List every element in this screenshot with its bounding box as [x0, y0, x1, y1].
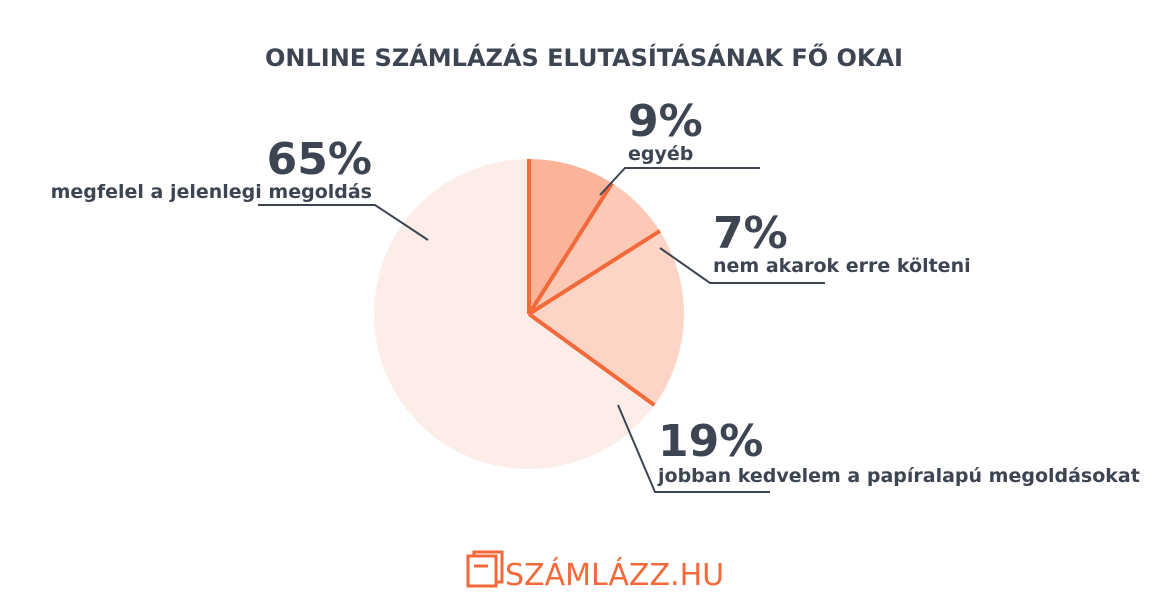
pie-slice: [529, 183, 660, 314]
pie-slice: [529, 159, 613, 314]
leader-line: [599, 167, 760, 196]
slice-separator: [527, 182, 614, 316]
value-label: 65%: [267, 134, 372, 185]
category-label: nem akarok erre költeni: [713, 255, 971, 277]
value-label: 7%: [713, 208, 788, 259]
value-label: 9%: [628, 96, 703, 147]
leader-line: [258, 204, 429, 241]
chart-title: ONLINE SZÁMLÁZÁS ELUTASÍTÁSÁNAK FŐ OKAI: [265, 42, 903, 72]
category-label: megfelel a jelenlegi megoldás: [51, 181, 372, 203]
category-label: jobban kedvelem a papíralapú megoldásoka…: [657, 465, 1140, 487]
category-label: egyéb: [628, 143, 693, 165]
value-label: 19%: [658, 416, 763, 467]
leader-line: [659, 247, 825, 284]
logo-text: SZÁMLÁZZ.HU: [505, 557, 724, 593]
logo-icon: [466, 550, 504, 588]
leader-line: [617, 404, 770, 493]
pie-slice: [373, 159, 655, 470]
slice-separator: [527, 229, 661, 316]
pie-slice: [529, 230, 684, 406]
slice-separator: [527, 312, 656, 407]
